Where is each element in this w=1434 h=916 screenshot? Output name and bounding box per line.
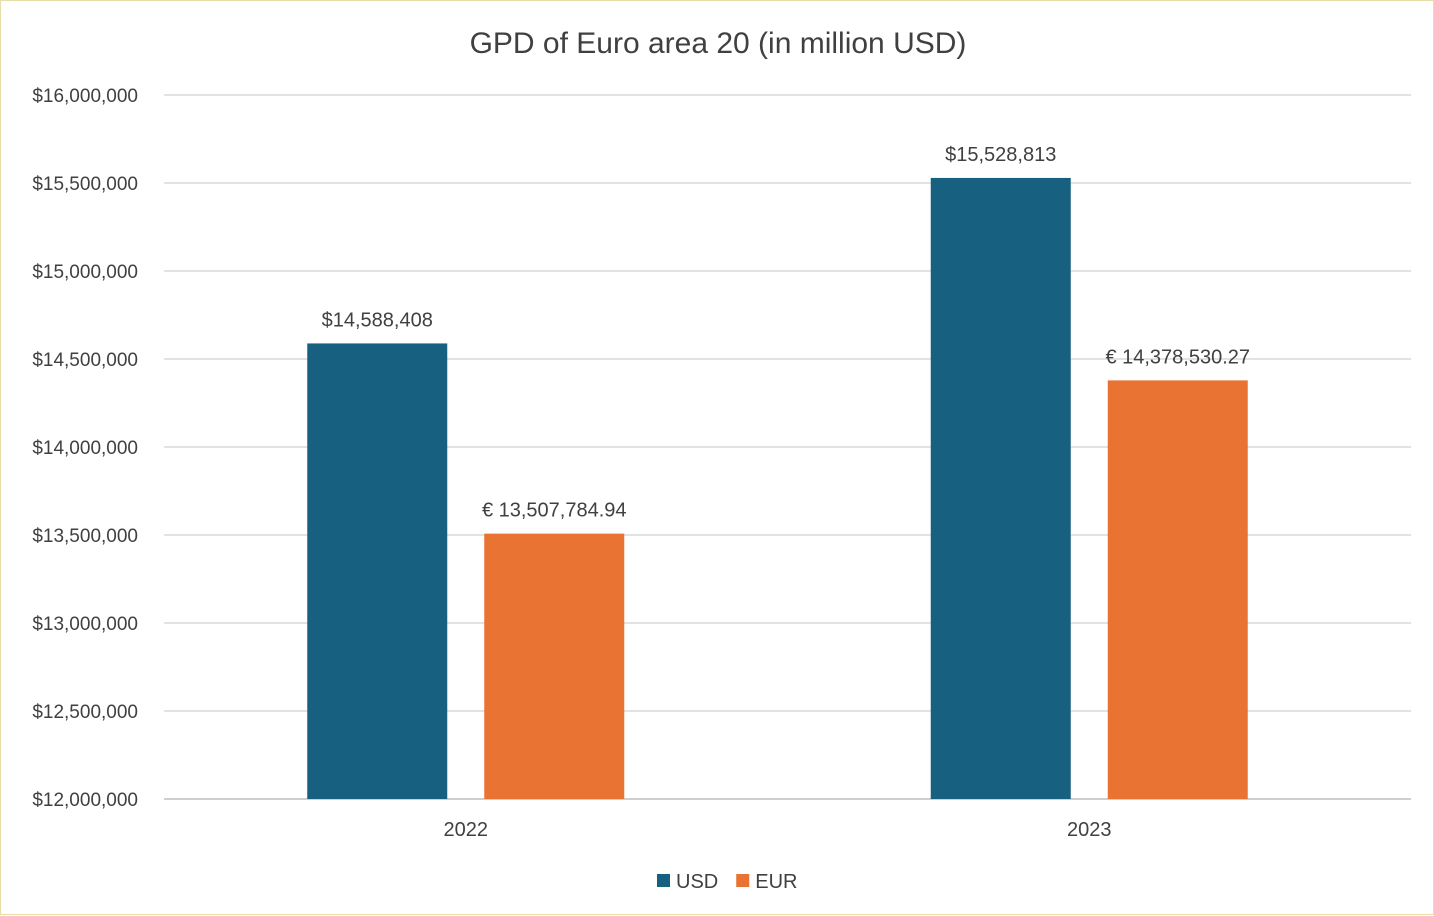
- data-labels: $14,588,408 € 13,507,784.94 $15,528,813 € 1…: [322, 144, 1250, 522]
- x-tick-label-2023: 2023: [1067, 819, 1112, 841]
- legend-swatch-usd: [657, 874, 670, 887]
- y-axis-ticks: $12,000,000 $12,500,000 $13,000,000 $13,500…: [32, 86, 138, 811]
- y-tick-label: $13,500,000: [32, 526, 138, 547]
- legend: USD EUR: [657, 871, 797, 893]
- y-tick-label: $14,000,000: [32, 438, 138, 459]
- y-tick-label: $15,000,000: [32, 262, 138, 283]
- legend-swatch-eur: [736, 874, 750, 887]
- legend-label-eur: EUR: [755, 871, 797, 893]
- legend-label-usd: USD: [676, 871, 718, 893]
- bar-usd-2022: [307, 343, 448, 799]
- y-tick-label: $14,500,000: [32, 350, 138, 371]
- data-label-eur-2022: € 13,507,784.94: [482, 500, 627, 522]
- y-tick-label: $15,500,000: [32, 174, 138, 195]
- bar-eur-2022: [484, 533, 625, 799]
- x-tick-label-2022: 2022: [444, 819, 489, 841]
- data-label-usd-2022: $14,588,408: [322, 309, 433, 331]
- chart-title: GPD of Euro area 20 (in million USD): [470, 27, 967, 60]
- y-tick-label: $12,500,000: [32, 702, 138, 723]
- bar-usd-2023: [930, 177, 1071, 800]
- data-label-usd-2023: $15,528,813: [945, 144, 1056, 166]
- bar-eur-2023: [1107, 380, 1248, 799]
- y-tick-label: $13,000,000: [32, 614, 138, 635]
- data-label-eur-2023: € 14,378,530.27: [1105, 346, 1250, 368]
- y-tick-label: $16,000,000: [32, 86, 138, 107]
- y-tick-label: $12,000,000: [32, 790, 138, 811]
- bars: [307, 177, 1248, 800]
- x-axis-ticks: 2022 2023: [444, 819, 1112, 841]
